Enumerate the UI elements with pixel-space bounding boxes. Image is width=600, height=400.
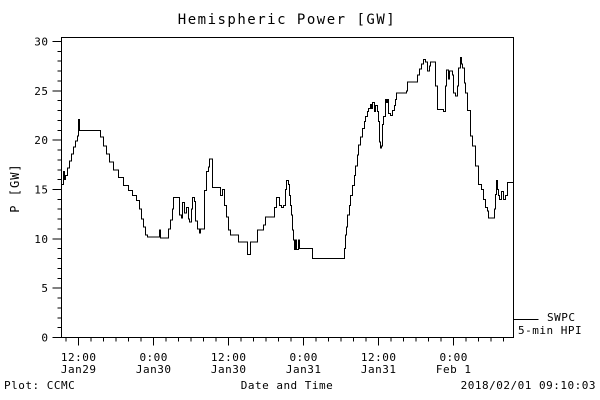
y-tick-label: 25 [34, 85, 48, 98]
x-tick-time-label: 12:00 [361, 351, 397, 364]
footer-axis-title: Date and Time [240, 379, 334, 392]
chart-title: Hemispheric Power [GW] [177, 12, 397, 28]
x-tick-time-label: 0:00 [439, 351, 468, 364]
footer-timestamp: 2018/02/01 09:10:03 [460, 379, 596, 392]
y-tick-label: 10 [34, 233, 48, 246]
plot-box [61, 37, 514, 338]
y-tick-label: 5 [41, 282, 48, 295]
x-tick-date-label: Feb 1 [436, 363, 472, 376]
x-tick-date-label: Jan31 [361, 363, 397, 376]
y-tick-label: 0 [41, 332, 48, 345]
y-tick-label: 20 [34, 134, 48, 147]
x-tick-date-label: Jan31 [286, 363, 322, 376]
y-tick-label: 15 [34, 184, 48, 197]
x-tick-date-label: Jan29 [61, 363, 97, 376]
x-tick-date-label: Jan30 [136, 363, 172, 376]
x-tick-time-label: 12:00 [211, 351, 247, 364]
x-tick-date-label: Jan30 [211, 363, 247, 376]
x-tick-time-label: 0:00 [289, 351, 318, 364]
y-tick-label: 30 [34, 36, 48, 49]
x-tick-time-label: 0:00 [139, 351, 168, 364]
footer-plot-source: Plot: CCMC [4, 379, 76, 392]
legend-series-desc: 5-min HPI [518, 324, 583, 337]
x-tick-time-label: 12:00 [61, 351, 97, 364]
legend-series-name: SWPC [547, 311, 576, 324]
hpi-step-line [61, 56, 514, 260]
